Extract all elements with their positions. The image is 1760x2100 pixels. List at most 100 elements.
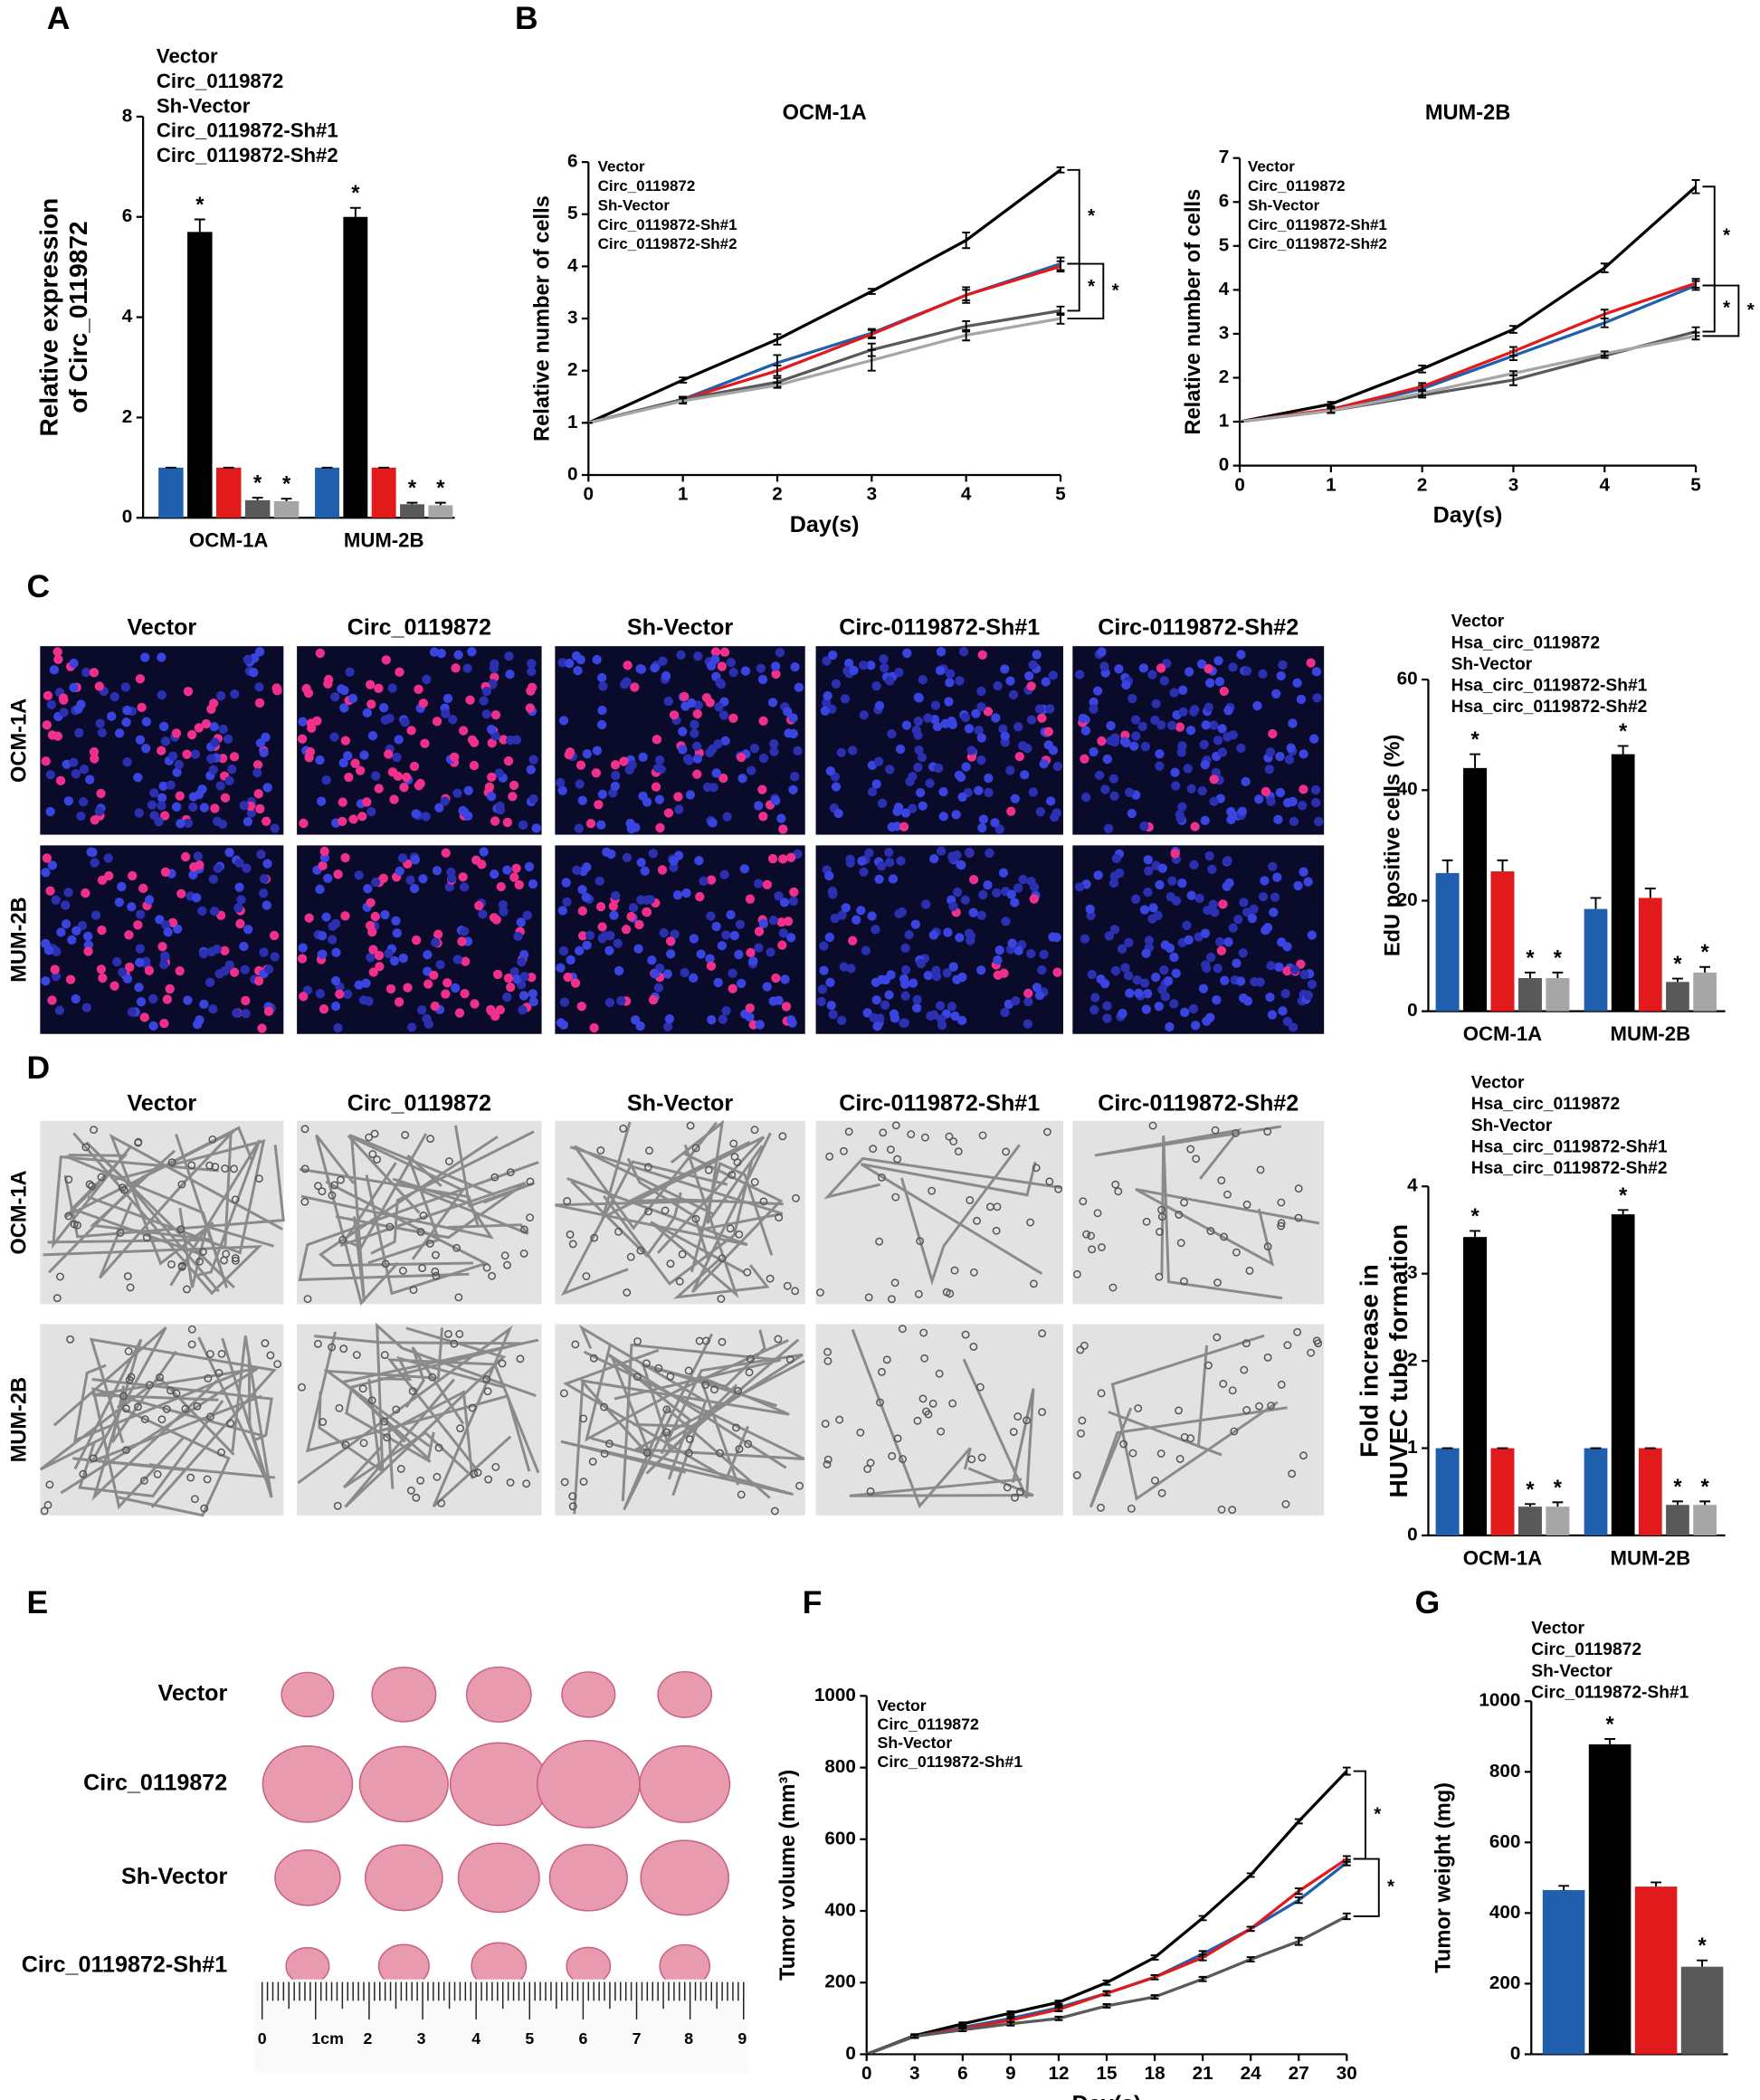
cell (1277, 1198, 1286, 1207)
cell (385, 713, 395, 724)
cell (503, 973, 514, 983)
cell (1202, 963, 1212, 974)
cell (90, 858, 100, 868)
error-bar (1006, 2020, 1015, 2027)
cell (833, 808, 843, 819)
cell (330, 1001, 341, 1012)
x-tick-label: OCM-1A (189, 529, 268, 552)
cell (952, 887, 963, 898)
cell (958, 647, 969, 657)
cell (1092, 686, 1103, 696)
cell (977, 650, 987, 660)
cell (498, 1359, 507, 1368)
cell (89, 746, 100, 757)
cell (821, 1420, 830, 1429)
cell (1093, 870, 1103, 880)
cell (323, 873, 333, 883)
tube (318, 1136, 499, 1268)
cell (653, 983, 664, 993)
legend-entry: Sh-Vector (157, 94, 251, 117)
cell (187, 1340, 196, 1349)
x-tick-label: 1 (678, 484, 689, 505)
cell (655, 822, 665, 833)
cell (374, 683, 384, 693)
cell (114, 898, 125, 907)
cell (1204, 1361, 1213, 1370)
cell (900, 943, 910, 954)
cell (1007, 938, 1017, 948)
cell (992, 1226, 1001, 1235)
cell (526, 1177, 535, 1186)
cell (768, 996, 778, 1006)
cell (528, 879, 538, 889)
cell (888, 1295, 896, 1304)
cell (836, 1015, 847, 1025)
cell (1166, 720, 1177, 730)
cell (622, 677, 632, 687)
cell (928, 1186, 937, 1195)
cell (59, 708, 69, 717)
cell (576, 1002, 586, 1012)
cell (983, 880, 993, 890)
cell (680, 967, 690, 978)
cell (406, 1022, 417, 1032)
cell (513, 931, 523, 942)
cell (41, 868, 51, 878)
cell (1232, 1248, 1241, 1257)
error-bar (1552, 971, 1564, 978)
cell (489, 663, 499, 673)
cell (208, 1135, 217, 1144)
cell (448, 715, 458, 725)
cell (500, 1251, 509, 1260)
significance-mark: * (1698, 1934, 1707, 1958)
cell (1023, 996, 1033, 1007)
cell (1205, 678, 1215, 688)
cell (1183, 764, 1193, 774)
cell (54, 1005, 65, 1015)
panel-label: G (1415, 1584, 1441, 1620)
cell (645, 1146, 654, 1155)
cell (726, 1224, 735, 1233)
legend-entry: Vector (598, 158, 645, 176)
cell (491, 1462, 500, 1471)
cell (623, 1288, 632, 1297)
cell (778, 824, 788, 834)
cell (157, 746, 166, 755)
cell (744, 1440, 753, 1449)
cell (197, 906, 207, 917)
cell (558, 945, 569, 956)
cell (966, 936, 975, 945)
cell (1026, 715, 1037, 725)
cell (127, 1373, 136, 1382)
cell (771, 661, 781, 671)
cell (1103, 823, 1114, 833)
cell (124, 930, 134, 940)
cell (433, 1472, 442, 1481)
legend-entry: Circ_0119872 (1248, 177, 1346, 195)
significance-mark: * (282, 473, 291, 497)
cell (990, 818, 1000, 828)
cell (1077, 1429, 1085, 1438)
cell (1037, 713, 1047, 723)
cell (1288, 718, 1298, 728)
legend-entry: Circ_0119872-Sh#1 (878, 1753, 1023, 1771)
cell (937, 1020, 947, 1031)
cell (1242, 666, 1252, 676)
x-tick-label: MUM-2B (1610, 1546, 1690, 1569)
cell (572, 865, 582, 875)
cell (368, 945, 378, 955)
cell (78, 797, 89, 807)
tube (860, 1161, 1043, 1276)
cell (469, 760, 480, 771)
y-tick-label: 0 (1407, 1524, 1418, 1544)
cell (771, 795, 781, 806)
cell (213, 863, 223, 873)
cell (1104, 931, 1115, 941)
bar (371, 467, 396, 518)
cell (1013, 1412, 1023, 1421)
bar (1546, 977, 1570, 1012)
cell (745, 1012, 755, 1022)
cell (52, 731, 63, 741)
cell (487, 738, 497, 748)
cell (1261, 925, 1270, 936)
